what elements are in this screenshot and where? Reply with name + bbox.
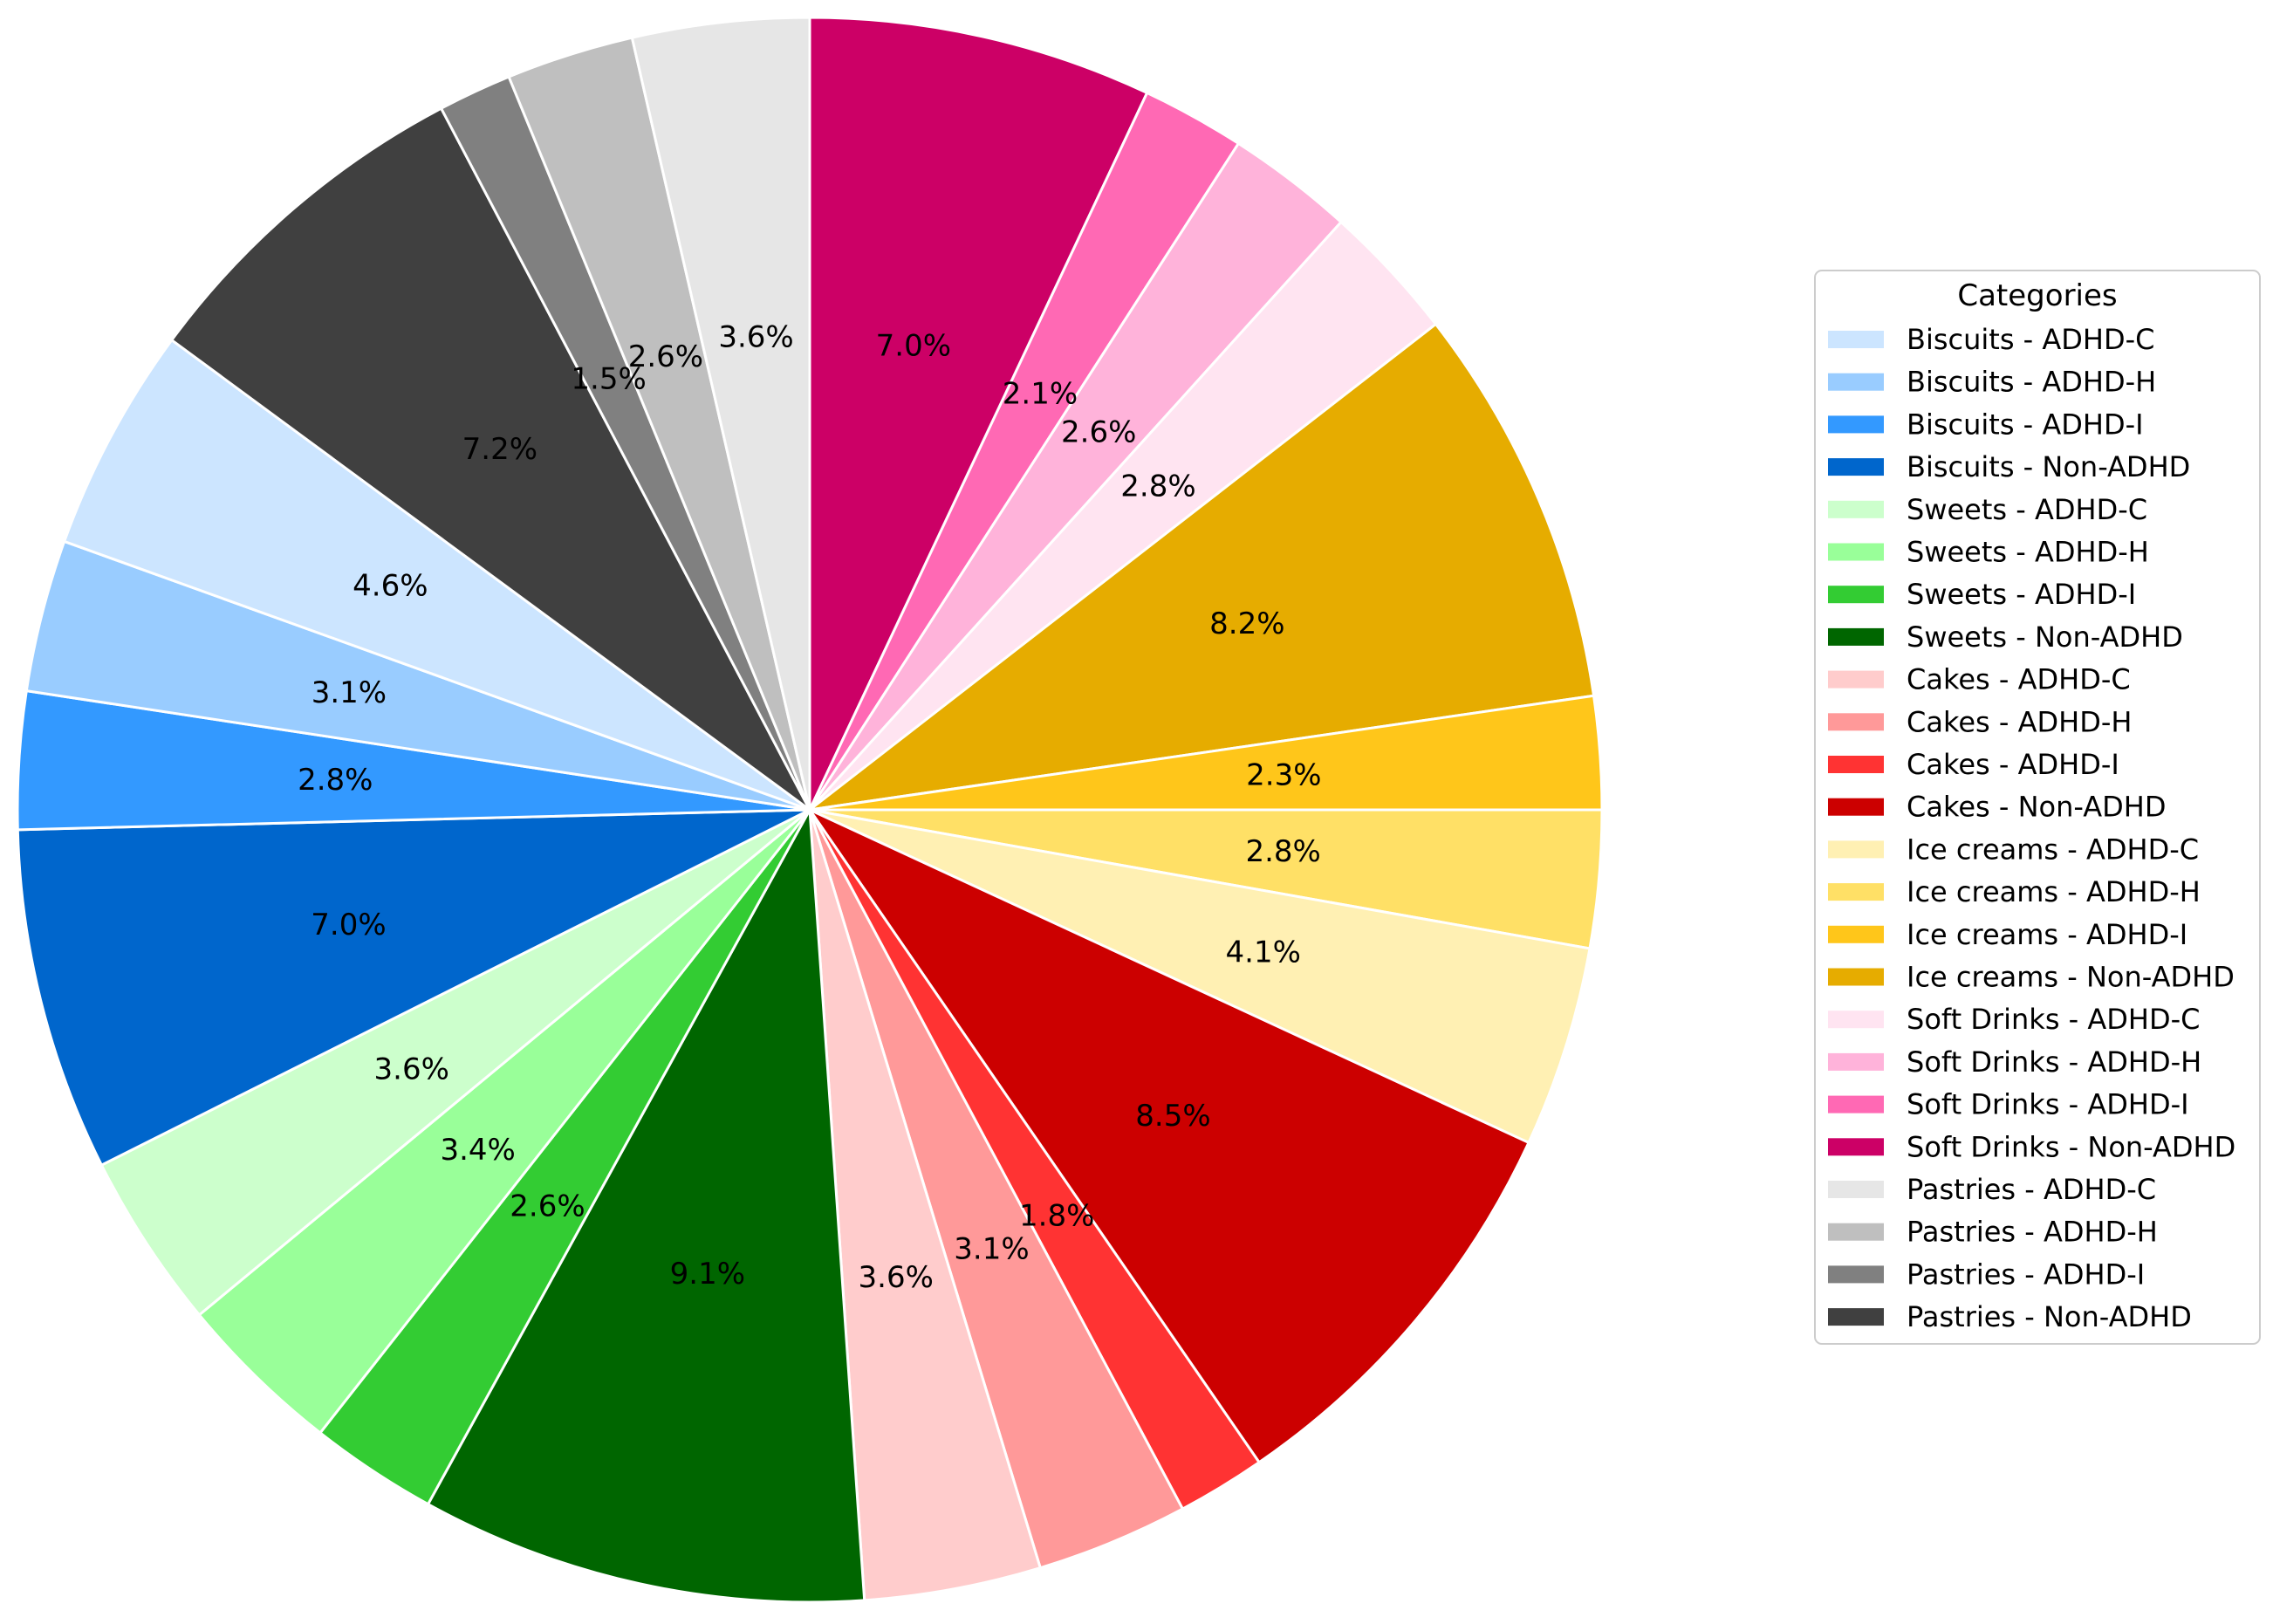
pie-percent-label: 1.5% [571, 361, 646, 396]
pie-percent-label: 3.6% [718, 320, 793, 355]
legend-label: Sweets - ADHD-I [1907, 578, 2136, 611]
legend-swatch [1828, 925, 1884, 943]
legend-label: Sweets - ADHD-C [1907, 493, 2147, 526]
legend-swatch [1828, 458, 1884, 476]
pie-percent-label: 4.6% [353, 569, 428, 604]
legend-swatch [1828, 1095, 1884, 1114]
legend-label: Biscuits - Non-ADHD [1907, 450, 2190, 483]
legend-swatch [1828, 1181, 1884, 1198]
legend-swatch [1828, 798, 1884, 816]
pie-slice-biscuits-adhd-c [62, 338, 811, 812]
legend-swatch [1828, 756, 1884, 773]
pie-slice-pastries-non-adhd [169, 106, 811, 812]
pie-percent-label: 3.4% [440, 1133, 515, 1168]
legend-swatch [1828, 500, 1884, 518]
legend-label: Cakes - ADHD-I [1907, 748, 2119, 781]
legend-swatch [1828, 1011, 1884, 1029]
pie-slice-soft-drinks-non-adhd [808, 16, 1149, 811]
legend-label: Sweets - Non-ADHD [1907, 620, 2183, 654]
pie-percent-label: 2.6% [628, 339, 703, 374]
pie-slice-sweets-adhd-c [99, 808, 811, 1317]
pie-percent-label: 2.1% [1003, 376, 1078, 411]
pie-percent-label: 7.2% [462, 432, 537, 467]
legend-label: Soft Drinks - ADHD-H [1907, 1045, 2201, 1079]
legend-label: Soft Drinks - Non-ADHD [1907, 1130, 2235, 1163]
legend-label: Cakes - ADHD-H [1907, 705, 2132, 738]
legend-label: Sweets - ADHD-H [1907, 536, 2149, 569]
legend-label: Pastries - ADHD-C [1907, 1173, 2156, 1206]
legend-label: Soft Drinks - ADHD-C [1907, 1003, 2201, 1036]
pie-percent-label: 3.6% [374, 1052, 449, 1087]
legend-label: Pastries - Non-ADHD [1907, 1300, 2192, 1333]
pie-percent-label: 2.6% [1061, 415, 1136, 449]
legend-swatch [1828, 1223, 1884, 1241]
pie-percent-label: 2.8% [1120, 469, 1195, 504]
legend-swatch [1828, 627, 1884, 646]
legend-label: Pastries - ADHD-I [1907, 1257, 2145, 1291]
legend-swatch [1828, 670, 1884, 689]
pie-percent-label: 1.8% [1019, 1198, 1094, 1233]
pie-percent-label: 8.5% [1135, 1099, 1210, 1134]
pie-slice-ice-creams-adhd-c [809, 808, 1592, 1145]
pie-slice-cakes-adhd-c [808, 809, 1043, 1602]
legend-swatch [1828, 415, 1884, 434]
pie-slice-cakes-non-adhd [805, 806, 1530, 1464]
legend-swatch [1828, 883, 1884, 901]
legend-label: Biscuits - ADHD-I [1907, 408, 2144, 441]
legend-label: Pastries - ADHD-H [1907, 1216, 2158, 1249]
legend-swatch [1828, 1138, 1884, 1156]
legend-swatch [1828, 1308, 1884, 1326]
pie-slice-pastries-adhd-c [630, 16, 811, 811]
legend-label: Ice creams - ADHD-H [1907, 875, 2201, 908]
legend-swatch [1828, 586, 1884, 604]
legend-box [1814, 270, 2261, 1345]
pie-percent-label: 2.8% [1245, 834, 1320, 869]
legend-items: Biscuits - ADHD-C Biscuits - ADHD-H Biscui… [1828, 323, 2235, 1333]
pie-slice-biscuits-non-adhd [16, 808, 811, 1168]
legend-title: Categories [1957, 278, 2117, 313]
legend-label: Cakes - Non-ADHD [1907, 791, 2166, 824]
pie-percent-label: 4.1% [1226, 935, 1301, 970]
legend-swatch [1828, 713, 1884, 731]
legend-swatch [1828, 840, 1884, 859]
legend-swatch [1828, 543, 1884, 561]
pie-slices [16, 16, 1604, 1604]
pie-percent-label: 3.6% [859, 1260, 934, 1295]
pie-percent-label: 7.0% [311, 908, 386, 942]
legend-swatch [1828, 1265, 1884, 1284]
legend-label: Biscuits - ADHD-C [1907, 323, 2155, 356]
legend-label: Cakes - ADHD-C [1907, 663, 2131, 696]
legend-label: Ice creams - ADHD-I [1907, 918, 2187, 951]
legend-label: Soft Drinks - ADHD-I [1907, 1088, 2189, 1121]
pie-percent-label: 9.1% [670, 1257, 745, 1292]
legend-swatch [1828, 331, 1884, 348]
legend-label: Ice creams - Non-ADHD [1907, 961, 2235, 994]
legend-label: Biscuits - ADHD-H [1907, 366, 2156, 399]
pie-percent-label: 3.1% [312, 675, 387, 710]
pie-percent-label: 3.1% [954, 1231, 1029, 1266]
legend-swatch [1828, 968, 1884, 986]
legend-label: Ice creams - ADHD-C [1907, 833, 2199, 866]
legend-swatch [1828, 1052, 1884, 1071]
pie-slice-ice-creams-non-adhd [804, 322, 1596, 812]
pie-percent-label: 2.3% [1246, 758, 1321, 793]
pie-percent-label: 8.2% [1209, 606, 1284, 641]
legend-swatch [1828, 373, 1884, 391]
pie-percent-labels: 7.0% 2.1% 2.6% 2.8% 8.2% 2.3% 2.8% 4.1% 8.5% 1.8%… [298, 320, 1321, 1295]
pie-slice-sweets-non-adhd [426, 805, 866, 1604]
pie-percent-label: 2.8% [298, 763, 373, 798]
pie-percent-label: 7.0% [876, 328, 951, 363]
pie-percent-label: 2.6% [510, 1189, 585, 1223]
